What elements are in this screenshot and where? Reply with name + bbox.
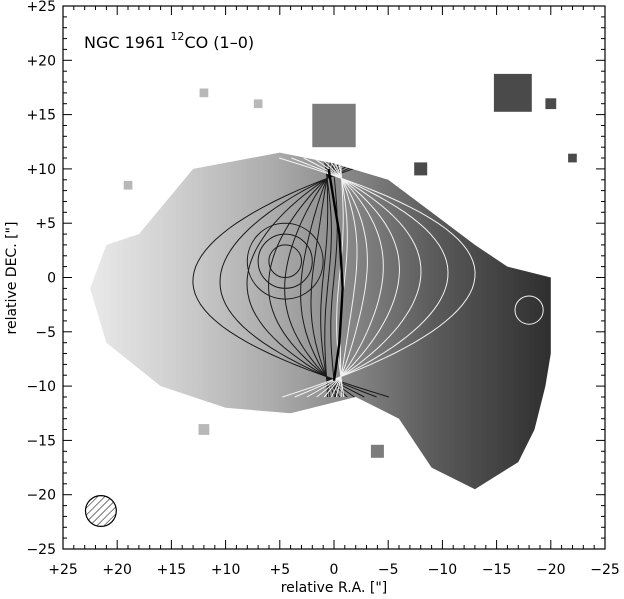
x-tick-label: −10 <box>428 562 458 578</box>
axis-ticks <box>62 5 606 550</box>
y-tick-label: −25 <box>26 542 56 558</box>
y-tick-label: +25 <box>26 0 56 15</box>
emission-patch-4 <box>414 162 428 176</box>
x-tick-label: +15 <box>157 562 187 578</box>
closed-contour-1 <box>257 233 313 289</box>
velocity-contour-13 <box>327 157 368 398</box>
title-superscript: 12 <box>170 30 184 43</box>
velocity-contour-0 <box>192 157 389 398</box>
title-main: NGC 1961 <box>84 33 170 52</box>
closed-contour-3 <box>514 295 544 325</box>
velocity-contour-2 <box>246 157 365 398</box>
x-tick-label: 0 <box>330 562 339 578</box>
velocity-contour-18 <box>279 157 476 398</box>
x-tick-label: −20 <box>536 562 566 578</box>
y-tick-label: +5 <box>35 216 56 232</box>
velocity-contour-9 <box>330 157 338 398</box>
velocity-contour-15 <box>313 157 400 398</box>
closed-contour-2 <box>268 244 303 279</box>
emission-patch-7 <box>123 180 133 190</box>
y-tick-label: 0 <box>47 271 56 287</box>
x-tick-label: −5 <box>378 562 399 578</box>
x-tick-labels: +25 +20 +15 +10 +5 0 −5 −10 −15 −20 −25 <box>48 562 620 578</box>
velocity-contour-7 <box>320 158 331 398</box>
emission-patch-5 <box>545 98 557 110</box>
emission-patch-3 <box>493 73 532 112</box>
x-tick-label: +20 <box>102 562 132 578</box>
y-axis-label: relative DEC. ["] <box>4 222 20 335</box>
x-tick-label: +10 <box>211 562 241 578</box>
velocity-contour-17 <box>291 157 449 398</box>
velocity-contour-16 <box>303 157 422 398</box>
velocity-contour-1 <box>219 157 377 398</box>
panel-title: NGC 1961 12CO (1–0) <box>84 30 254 52</box>
plot-area <box>84 73 577 528</box>
emission-patch-8 <box>199 88 209 98</box>
x-tick-label: −25 <box>590 562 620 578</box>
velocity-contours <box>192 157 476 398</box>
y-tick-label: +10 <box>26 162 56 178</box>
emission-patch-11 <box>198 424 210 435</box>
emission-patches <box>123 73 577 458</box>
y-tick-labels: +25 +20 +15 +10 +5 0 −5 −10 −15 −20 −25 <box>26 0 56 558</box>
y-tick-label: −5 <box>35 325 56 341</box>
y-tick-label: +15 <box>26 108 56 124</box>
y-tick-label: −15 <box>26 433 56 449</box>
y-tick-label: −20 <box>26 488 56 504</box>
emission-patch-6 <box>568 153 577 163</box>
velocity-contour-14 <box>320 157 384 398</box>
y-tick-label: −10 <box>26 379 56 395</box>
x-tick-label: −15 <box>482 562 512 578</box>
velocity-contour-11 <box>337 157 348 397</box>
velocity-contour-12 <box>332 157 358 398</box>
velocity-contour-8 <box>323 157 332 398</box>
closed-contours <box>246 222 544 325</box>
title-tail: CO (1–0) <box>184 33 254 52</box>
emission-patch-2 <box>312 103 356 148</box>
x-tick-label: +5 <box>269 562 290 578</box>
systemic-velocity-contour <box>327 168 344 381</box>
velocity-contour-5 <box>300 157 341 398</box>
beam-ellipse <box>84 495 117 528</box>
emission-patch-10 <box>370 444 384 458</box>
emission-patch-9 <box>253 99 263 109</box>
closed-contour-0 <box>246 222 324 300</box>
x-tick-label: +25 <box>48 562 78 578</box>
y-tick-label: +20 <box>26 53 56 69</box>
velocity-contour-3 <box>268 157 355 398</box>
x-axis-label: relative R.A. ["] <box>281 580 388 596</box>
velocity-contour-6 <box>310 157 336 398</box>
